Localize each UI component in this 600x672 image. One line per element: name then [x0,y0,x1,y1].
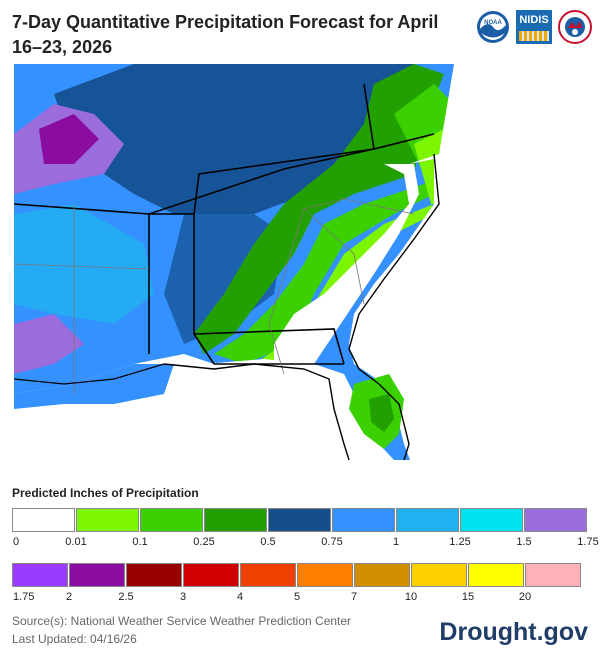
legend-label: 2 [65,591,73,603]
ocean-atlantic [349,64,587,460]
nidis-logo-text: NIDIS [519,14,549,26]
coastline-west-gulf [14,363,165,385]
legend-swatch [183,563,239,587]
legend-swatch [126,563,182,587]
state-borders [14,83,435,365]
legend-label: 5 [293,591,301,603]
legend-label: 4 [236,591,244,603]
gulf-coast-land [14,364,174,409]
legend-swatch [411,563,467,587]
legend-swatch [524,508,587,532]
legend-swatch [268,508,331,532]
nidis-logo: NIDIS [516,10,552,44]
legend-swatch [525,563,581,587]
legend-swatch [332,508,395,532]
map-canvas [14,64,587,460]
legend-label: 10 [404,591,418,603]
legend-swatch [396,508,459,532]
legend-label: 7 [350,591,358,603]
precip-band-2 [39,114,99,164]
source-info: Source(s): National Weather Service Weat… [12,612,351,648]
light-borders [14,198,415,394]
precip-band-0.01 [254,124,454,374]
legend-swatch [69,563,125,587]
legend-label: 1.5 [516,536,532,548]
precip-band-0.1 [214,84,454,364]
legend-label: 2.5 [118,591,134,603]
precip-band-1.5-south [14,314,84,374]
legend-row-1 [12,508,588,532]
legend-title: Predicted Inches of Precipitation [12,486,199,500]
legend-swatch [12,563,68,587]
legend-label: 1.75 [13,591,35,603]
legend-swatch [12,508,75,532]
legend-label: 0.1 [132,536,148,548]
legend-label: 0.25 [193,536,215,548]
precip-band-0.25 [194,64,444,354]
source-text: Source(s): National Weather Service Weat… [12,614,352,628]
drought-gov-brand[interactable]: Drought.gov [439,618,588,646]
legend-swatch [204,508,267,532]
legend-label: 1 [392,536,400,548]
nws-logo-icon [558,10,592,44]
legend-label: 20 [518,591,532,603]
last-updated-text: Last Updated: 04/16/26 [12,632,137,646]
legend-row-2 [12,563,582,587]
legend-label: 0.01 [65,536,87,548]
legend-swatch [460,508,523,532]
legend-swatch [240,563,296,587]
legend-swatch [76,508,139,532]
legend-label: 0.75 [321,536,343,548]
map-title: 7-Day Quantitative Precipitation Forecas… [12,12,439,57]
dry-region-carolinas-georgia [274,164,419,364]
logo-bar: NOAA NIDIS [476,10,592,44]
legend-swatch [140,508,203,532]
legend-swatch [297,563,353,587]
legend-label: 0 [13,536,20,548]
legend-label: 1.25 [449,536,471,548]
legend-swatch [468,563,524,587]
coastline-atlantic [348,153,440,460]
legend-label: 0.5 [260,536,276,548]
coastline-gulf [163,363,350,460]
precipitation-map [14,64,587,460]
florida-dark-green-region [369,394,394,432]
precip-band-1 [14,204,154,324]
legend-swatch [354,563,410,587]
legend-label: 15 [461,591,475,603]
legend-label: 3 [179,591,187,603]
svg-text:NOAA: NOAA [484,20,502,26]
legend-label: 1.75 [577,536,599,548]
noaa-logo-icon: NOAA [477,11,509,43]
